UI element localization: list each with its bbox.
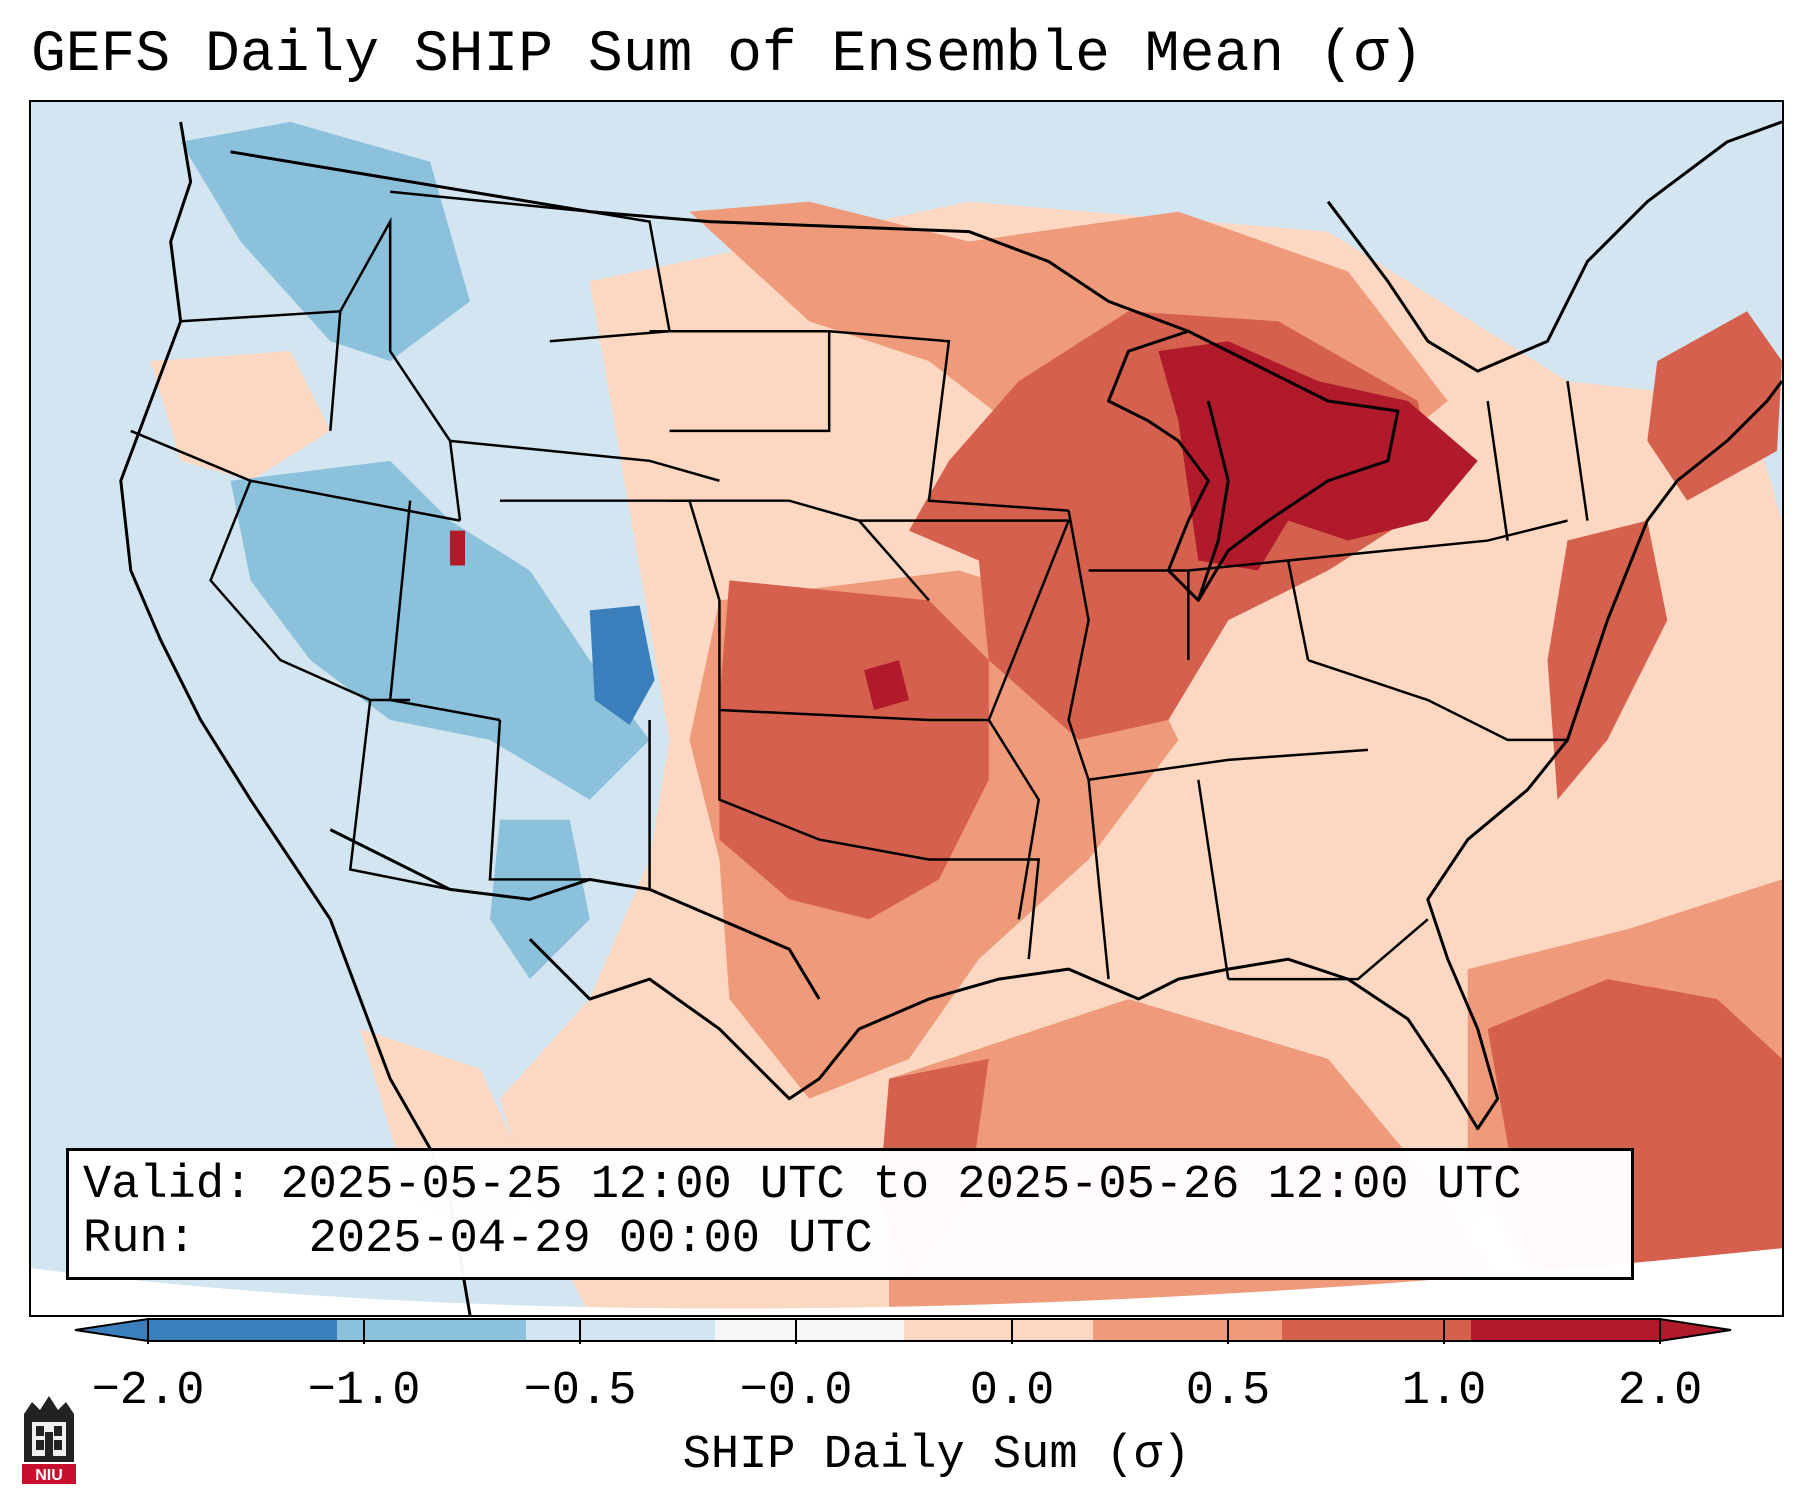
anomaly-region-cool-nw <box>180 121 470 362</box>
anomaly-region-extreme-kansas <box>864 660 909 710</box>
canada-east-line <box>1326 120 1782 373</box>
colorbar-tick-label: −0.5 <box>523 1365 637 1418</box>
colorbar-bin <box>1282 1319 1472 1341</box>
colorbar-bin <box>1471 1319 1661 1341</box>
colorbar-bin <box>526 1319 716 1341</box>
valid-row: Valid: 2025-05-25 12:00 UTC to 2025-05-2… <box>83 1159 1617 1213</box>
colorbar-extend-low <box>74 1317 149 1343</box>
state-line-az-nm <box>348 699 451 891</box>
state-line-ia-mo <box>859 519 1071 721</box>
state-line-wy-co <box>449 439 720 482</box>
colorbar-bin <box>148 1319 338 1341</box>
state-line-ga-fl <box>1228 918 1429 981</box>
niu-logo: NIU <box>22 1396 76 1484</box>
colorbar-bin <box>715 1319 905 1341</box>
great-lakes-line <box>1107 329 1400 602</box>
colorbar-tick-label: −0.0 <box>739 1365 853 1418</box>
anomaly-region-cool-great-basin <box>230 460 650 800</box>
run-row: Run: 2025-04-29 00:00 UTC <box>83 1213 1617 1267</box>
state-line-ne <box>669 499 930 602</box>
state-line-tn-ms-al <box>1087 779 1230 980</box>
state-line-il-in <box>1067 510 1090 781</box>
map-panel <box>29 100 1784 1317</box>
lake-michigan-line <box>1196 400 1230 601</box>
colorbar <box>74 1317 1732 1344</box>
colorbar-label: SHIP Daily Sum (σ) <box>682 1429 1191 1482</box>
svg-text:NIU: NIU <box>35 1467 63 1484</box>
state-line-mo-ar <box>987 719 1041 920</box>
colorbar-tick-label: 0.0 <box>969 1365 1055 1418</box>
state-line-ny-pa <box>1288 519 1568 562</box>
state-line-nm-tx <box>488 719 651 891</box>
anomaly-region-strong-kansas-oklahoma <box>719 580 989 920</box>
run-value: 2025-04-29 00:00 UTC <box>308 1213 873 1266</box>
map-svg <box>31 102 1782 1315</box>
valid-value: 2025-05-25 12:00 UTC to 2025-05-26 12:00… <box>280 1159 1522 1212</box>
state-line-mt-wy <box>390 190 672 343</box>
anomaly-region-cool-colorado <box>589 605 655 725</box>
valid-label: Valid: <box>83 1159 253 1212</box>
state-line-co-ks <box>499 499 721 710</box>
state-line-ar-la <box>928 858 1041 960</box>
west-coast-line <box>119 121 472 1315</box>
state-line-va-nc <box>1307 658 1568 742</box>
chart-title: GEFS Daily SHIP Sum of Ensemble Mean (σ) <box>31 23 1424 88</box>
anomaly-region-extreme-utah <box>450 530 466 566</box>
anomaly-region-cool-sw <box>489 819 590 980</box>
state-line-ut-co <box>388 500 501 722</box>
gulf-coast-line <box>528 380 1782 1131</box>
state-line-ok-tx <box>718 709 930 861</box>
info-box: Valid: 2025-05-25 12:00 UTC to 2025-05-2… <box>66 1148 1634 1280</box>
state-line-mn-ia <box>829 330 1069 512</box>
anomaly-region-light-west <box>150 351 331 481</box>
out-of-domain-area <box>31 1248 1782 1315</box>
colorbar-bin <box>1093 1319 1283 1341</box>
colorbar-bins <box>148 1319 1661 1341</box>
state-line-nd-sd <box>649 329 831 433</box>
colorbar-tick-label: −1.0 <box>307 1365 421 1418</box>
anomaly-region-extreme-michigan <box>1158 341 1478 571</box>
colorbar-tick-label: −2.0 <box>91 1365 205 1418</box>
state-line-nv-ut <box>209 480 411 702</box>
anomaly-region-strong-northeast <box>1647 311 1782 501</box>
colorbar-bin <box>337 1319 527 1341</box>
colorbar-extend-high <box>1659 1317 1732 1343</box>
colorbar-tick-label: 1.0 <box>1401 1365 1487 1418</box>
colorbar-tick-label: 2.0 <box>1617 1365 1703 1418</box>
run-label: Run: <box>83 1213 196 1266</box>
colorbar-tick-label: 0.5 <box>1185 1365 1271 1418</box>
colorbar-bin <box>904 1319 1094 1341</box>
state-borders <box>130 190 1589 981</box>
state-line-ks-ok <box>719 708 989 722</box>
anomaly-region-strong-east-coast <box>1547 520 1668 800</box>
state-line-new-england <box>1486 380 1589 541</box>
state-line-idaho <box>339 216 462 521</box>
state-line-ky-tn <box>1088 748 1369 781</box>
